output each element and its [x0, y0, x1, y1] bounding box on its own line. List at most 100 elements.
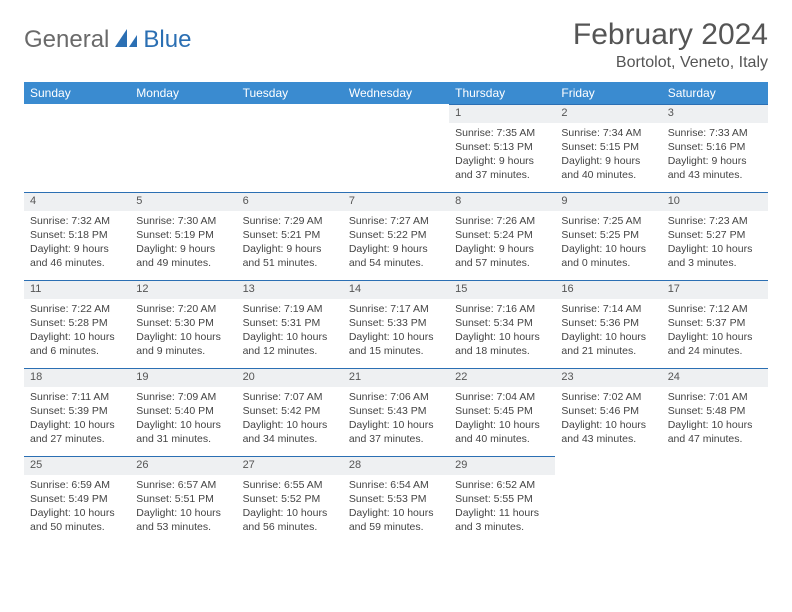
- day-number-cell: 14: [343, 281, 449, 299]
- day-number-row: 2526272829: [24, 457, 768, 475]
- sunrise-text: Sunrise: 6:54 AM: [349, 478, 443, 492]
- weekday-header: Sunday: [24, 82, 130, 105]
- sunset-text: Sunset: 5:48 PM: [668, 404, 762, 418]
- daylight-text: Daylight: 10 hours and 24 minutes.: [668, 330, 762, 358]
- weekday-header: Tuesday: [237, 82, 343, 105]
- sunset-text: Sunset: 5:36 PM: [561, 316, 655, 330]
- sunrise-text: Sunrise: 6:57 AM: [136, 478, 230, 492]
- sunset-text: Sunset: 5:45 PM: [455, 404, 549, 418]
- day-number-cell: [343, 105, 449, 123]
- sunrise-text: Sunrise: 7:32 AM: [30, 214, 124, 228]
- sunrise-text: Sunrise: 7:25 AM: [561, 214, 655, 228]
- day-data-cell: [130, 123, 236, 193]
- day-number-cell: 17: [662, 281, 768, 299]
- daylight-text: Daylight: 9 hours and 40 minutes.: [561, 154, 655, 182]
- daylight-text: Daylight: 10 hours and 43 minutes.: [561, 418, 655, 446]
- day-data-cell: Sunrise: 7:26 AMSunset: 5:24 PMDaylight:…: [449, 211, 555, 281]
- day-data-cell: Sunrise: 7:16 AMSunset: 5:34 PMDaylight:…: [449, 299, 555, 369]
- daylight-text: Daylight: 10 hours and 59 minutes.: [349, 506, 443, 534]
- weekday-header: Thursday: [449, 82, 555, 105]
- daylight-text: Daylight: 10 hours and 21 minutes.: [561, 330, 655, 358]
- sunrise-text: Sunrise: 7:14 AM: [561, 302, 655, 316]
- sunset-text: Sunset: 5:49 PM: [30, 492, 124, 506]
- logo-text-general: General: [24, 26, 109, 54]
- sunrise-text: Sunrise: 7:04 AM: [455, 390, 549, 404]
- daylight-text: Daylight: 10 hours and 56 minutes.: [243, 506, 337, 534]
- day-data-cell: Sunrise: 7:19 AMSunset: 5:31 PMDaylight:…: [237, 299, 343, 369]
- day-data-cell: Sunrise: 7:23 AMSunset: 5:27 PMDaylight:…: [662, 211, 768, 281]
- day-number-cell: 23: [555, 369, 661, 387]
- sunset-text: Sunset: 5:30 PM: [136, 316, 230, 330]
- daylight-text: Daylight: 10 hours and 15 minutes.: [349, 330, 443, 358]
- sunrise-text: Sunrise: 6:59 AM: [30, 478, 124, 492]
- daylight-text: Daylight: 11 hours and 3 minutes.: [455, 506, 549, 534]
- day-number-cell: 13: [237, 281, 343, 299]
- daylight-text: Daylight: 10 hours and 34 minutes.: [243, 418, 337, 446]
- day-number-cell: [662, 457, 768, 475]
- sunset-text: Sunset: 5:31 PM: [243, 316, 337, 330]
- day-data-cell: Sunrise: 7:01 AMSunset: 5:48 PMDaylight:…: [662, 387, 768, 457]
- day-number-cell: [555, 457, 661, 475]
- sunset-text: Sunset: 5:25 PM: [561, 228, 655, 242]
- weekday-header: Wednesday: [343, 82, 449, 105]
- day-number-cell: 20: [237, 369, 343, 387]
- logo-sail-icon: [113, 27, 139, 54]
- weekday-header: Saturday: [662, 82, 768, 105]
- daylight-text: Daylight: 10 hours and 9 minutes.: [136, 330, 230, 358]
- day-data-cell: Sunrise: 7:12 AMSunset: 5:37 PMDaylight:…: [662, 299, 768, 369]
- daylight-text: Daylight: 10 hours and 47 minutes.: [668, 418, 762, 446]
- sunrise-text: Sunrise: 7:19 AM: [243, 302, 337, 316]
- weekday-header: Monday: [130, 82, 236, 105]
- sunrise-text: Sunrise: 7:11 AM: [30, 390, 124, 404]
- day-number-cell: 26: [130, 457, 236, 475]
- day-number-cell: 24: [662, 369, 768, 387]
- sunset-text: Sunset: 5:43 PM: [349, 404, 443, 418]
- day-data-cell: Sunrise: 7:02 AMSunset: 5:46 PMDaylight:…: [555, 387, 661, 457]
- day-number-cell: 12: [130, 281, 236, 299]
- page-location: Bortolot, Veneto, Italy: [573, 54, 768, 72]
- sunrise-text: Sunrise: 7:02 AM: [561, 390, 655, 404]
- sunrise-text: Sunrise: 7:01 AM: [668, 390, 762, 404]
- daylight-text: Daylight: 10 hours and 40 minutes.: [455, 418, 549, 446]
- daylight-text: Daylight: 9 hours and 46 minutes.: [30, 242, 124, 270]
- sunset-text: Sunset: 5:33 PM: [349, 316, 443, 330]
- day-data-cell: Sunrise: 7:11 AMSunset: 5:39 PMDaylight:…: [24, 387, 130, 457]
- day-number-cell: 10: [662, 193, 768, 211]
- day-data-cell: Sunrise: 7:33 AMSunset: 5:16 PMDaylight:…: [662, 123, 768, 193]
- day-number-cell: 8: [449, 193, 555, 211]
- calendar-header-row: SundayMondayTuesdayWednesdayThursdayFrid…: [24, 82, 768, 105]
- daylight-text: Daylight: 9 hours and 51 minutes.: [243, 242, 337, 270]
- day-number-cell: 27: [237, 457, 343, 475]
- sunset-text: Sunset: 5:22 PM: [349, 228, 443, 242]
- day-data-cell: Sunrise: 7:14 AMSunset: 5:36 PMDaylight:…: [555, 299, 661, 369]
- sunset-text: Sunset: 5:27 PM: [668, 228, 762, 242]
- daylight-text: Daylight: 10 hours and 0 minutes.: [561, 242, 655, 270]
- sunrise-text: Sunrise: 7:26 AM: [455, 214, 549, 228]
- day-number-cell: [130, 105, 236, 123]
- sunset-text: Sunset: 5:34 PM: [455, 316, 549, 330]
- day-data-cell: Sunrise: 7:34 AMSunset: 5:15 PMDaylight:…: [555, 123, 661, 193]
- day-number-cell: 4: [24, 193, 130, 211]
- sunset-text: Sunset: 5:18 PM: [30, 228, 124, 242]
- day-data-cell: [24, 123, 130, 193]
- day-data-cell: [555, 475, 661, 545]
- day-data-cell: Sunrise: 7:32 AMSunset: 5:18 PMDaylight:…: [24, 211, 130, 281]
- day-number-cell: 29: [449, 457, 555, 475]
- sunset-text: Sunset: 5:28 PM: [30, 316, 124, 330]
- day-number-cell: 11: [24, 281, 130, 299]
- day-data-cell: Sunrise: 6:57 AMSunset: 5:51 PMDaylight:…: [130, 475, 236, 545]
- logo-text-blue: Blue: [143, 26, 191, 54]
- day-number-cell: 21: [343, 369, 449, 387]
- sunrise-text: Sunrise: 6:55 AM: [243, 478, 337, 492]
- day-data-cell: Sunrise: 7:22 AMSunset: 5:28 PMDaylight:…: [24, 299, 130, 369]
- day-number-cell: [237, 105, 343, 123]
- day-data-row: Sunrise: 7:35 AMSunset: 5:13 PMDaylight:…: [24, 123, 768, 193]
- sunrise-text: Sunrise: 7:35 AM: [455, 126, 549, 140]
- day-number-cell: 22: [449, 369, 555, 387]
- weekday-header: Friday: [555, 82, 661, 105]
- sunrise-text: Sunrise: 7:30 AM: [136, 214, 230, 228]
- sunrise-text: Sunrise: 7:06 AM: [349, 390, 443, 404]
- day-number-cell: 9: [555, 193, 661, 211]
- sunset-text: Sunset: 5:55 PM: [455, 492, 549, 506]
- day-data-cell: Sunrise: 7:04 AMSunset: 5:45 PMDaylight:…: [449, 387, 555, 457]
